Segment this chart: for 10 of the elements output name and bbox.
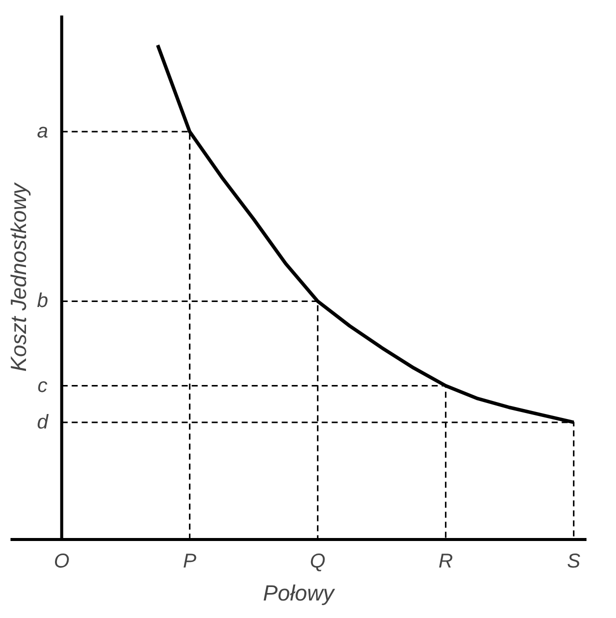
- ref-line-label: b: [36, 290, 48, 312]
- ref-line-label: a: [36, 120, 48, 143]
- x-tick-label: S: [567, 550, 582, 572]
- ref-line-label: d: [36, 411, 49, 434]
- x-tick-label: P: [183, 550, 198, 572]
- x-tick-label: R: [438, 550, 453, 572]
- ref-line-label: c: [38, 374, 48, 397]
- x-tick-label: O: [54, 550, 70, 572]
- x-axis-title: Połowy: [263, 580, 336, 606]
- x-tick-label: Q: [310, 550, 326, 572]
